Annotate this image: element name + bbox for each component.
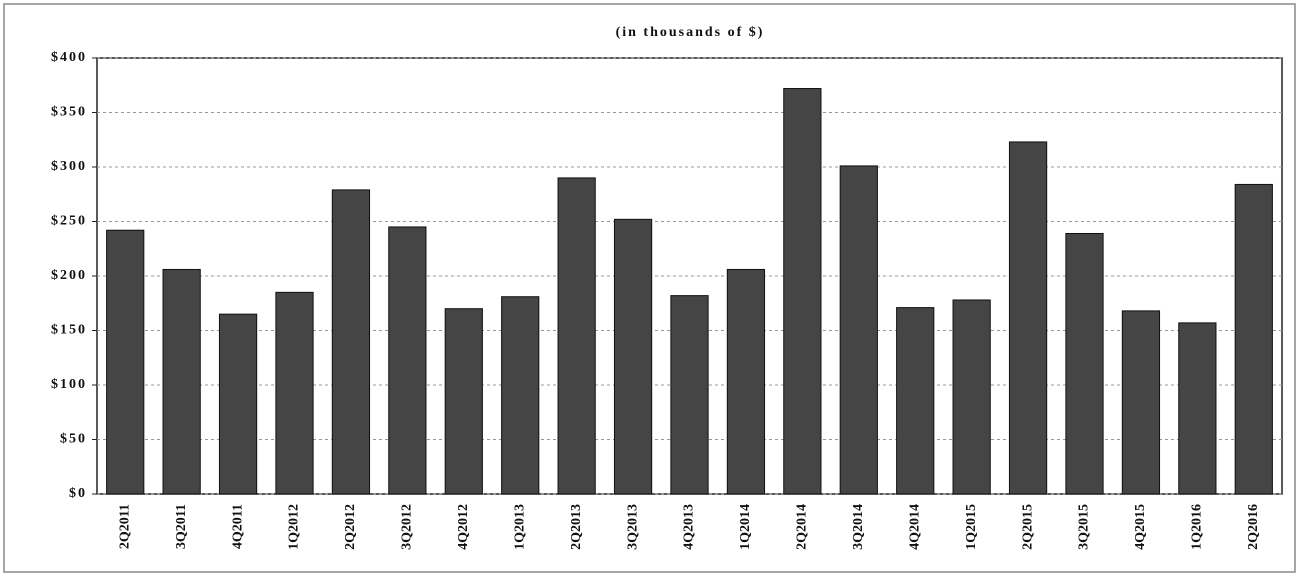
bar	[275, 291, 314, 495]
bar	[613, 218, 653, 495]
x-tick-label: 2Q2011	[117, 504, 132, 549]
bar	[106, 229, 145, 495]
y-tick-label: $250	[51, 214, 87, 229]
y-tick-label: $300	[51, 159, 87, 174]
bar	[670, 295, 709, 495]
bar	[1234, 183, 1273, 495]
bar	[444, 308, 483, 495]
chart-frame	[3, 3, 1296, 573]
bar	[501, 296, 540, 495]
x-tick-label: 1Q2012	[287, 504, 302, 550]
y-tick-label: $50	[60, 432, 87, 447]
x-tick-label: 2Q2012	[343, 504, 358, 550]
bar	[896, 307, 935, 495]
bar	[388, 226, 427, 495]
y-tick-label: $100	[51, 377, 87, 392]
bar	[1008, 141, 1048, 495]
x-tick-label: 4Q2012	[456, 504, 471, 550]
bar	[783, 88, 822, 495]
x-tick-label: 3Q2012	[400, 504, 415, 550]
x-tick-label: 1Q2016	[1190, 504, 1205, 550]
y-tick-label: $0	[69, 486, 87, 501]
x-tick-label: 4Q2015	[1133, 504, 1148, 550]
x-tick-label: 2Q2014	[795, 504, 810, 550]
x-tick-label: 4Q2014	[907, 504, 922, 550]
y-tick-label: $350	[51, 105, 87, 120]
x-tick-label: 1Q2013	[512, 504, 527, 550]
bar	[952, 299, 991, 495]
chart-title: (in thousands of $)	[616, 25, 765, 40]
bar	[162, 268, 201, 495]
bar	[331, 189, 371, 495]
x-tick-label: 1Q2014	[738, 504, 753, 550]
bar	[839, 165, 878, 495]
x-tick-label: 2Q2013	[569, 504, 584, 550]
y-tick-label: $150	[51, 323, 87, 338]
x-tick-label: 3Q2013	[625, 504, 640, 550]
x-tick-label: 2Q2016	[1246, 504, 1261, 550]
x-tick-label: 4Q2011	[230, 504, 245, 549]
bar	[1121, 310, 1161, 495]
bar	[1065, 232, 1104, 495]
bar	[1178, 322, 1217, 495]
x-tick-label: 1Q2015	[964, 504, 979, 550]
bar	[726, 268, 766, 495]
x-tick-label: 2Q2015	[1020, 504, 1035, 550]
x-tick-label: 4Q2013	[682, 504, 697, 550]
bar	[557, 177, 596, 495]
x-tick-label: 3Q2011	[174, 504, 189, 549]
bar	[218, 313, 258, 495]
x-tick-label: 3Q2014	[851, 504, 866, 550]
y-tick-label: $200	[51, 268, 87, 283]
x-tick-label: 3Q2015	[1077, 504, 1092, 550]
y-tick-label: $400	[51, 50, 87, 65]
